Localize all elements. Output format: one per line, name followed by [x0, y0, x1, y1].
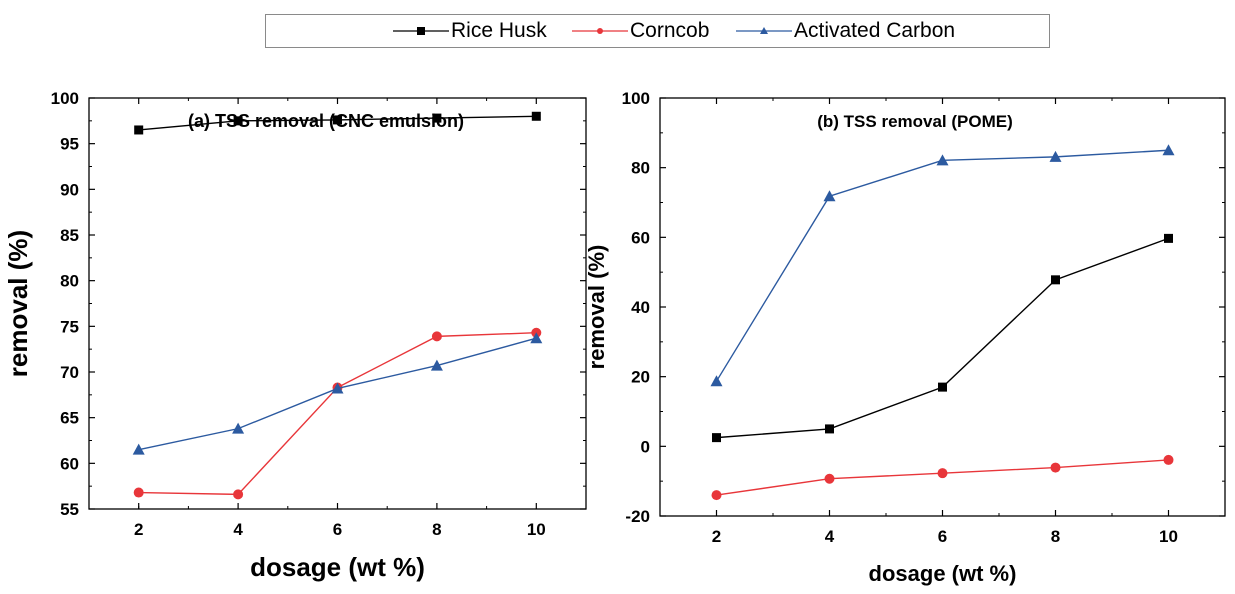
y-tick-label-a: 60	[60, 454, 79, 473]
point-rice-husk-b	[938, 382, 947, 392]
y-tick-label-b: 20	[631, 368, 650, 387]
legend: Rice Husk Corncob Activated Carbon	[265, 14, 1050, 48]
point-corncob-b	[1050, 462, 1061, 473]
point-rice-husk-b	[1051, 275, 1060, 285]
point-activated-carbon-a	[331, 382, 344, 394]
point-rice-husk-a	[531, 111, 541, 121]
y-tick-label-a: 55	[60, 500, 79, 519]
x-tick-label-a: 4	[233, 520, 243, 539]
x-tick-label-b: 8	[1051, 527, 1060, 546]
x-tick-label-a: 6	[333, 520, 342, 539]
y-tick-label-b: 60	[631, 228, 650, 247]
point-corncob-b	[824, 473, 835, 484]
x-axis-title-b: dosage (wt %)	[869, 561, 1017, 586]
y-tick-label-a: 85	[60, 226, 79, 245]
y-tick-label-a: 90	[60, 180, 79, 199]
point-corncob-a	[133, 487, 144, 498]
y-tick-label-b: 100	[622, 89, 650, 108]
y-axis-title-b: removal (%)	[584, 245, 609, 370]
y-axis-title-a: removal (%)	[3, 230, 33, 377]
legend-item-activated-carbon: Activated Carbon	[736, 15, 955, 47]
panel-title-b: (b) TSS removal (POME)	[817, 112, 1013, 131]
legend-item-rice-husk: Rice Husk	[393, 15, 547, 47]
y-tick-label-b: 0	[641, 437, 650, 456]
point-rice-husk-a	[233, 116, 243, 126]
point-corncob-a	[431, 331, 442, 342]
point-rice-husk-b	[825, 424, 834, 434]
legend-swatch-corncob	[572, 28, 628, 34]
y-tick-label-a: 75	[60, 317, 79, 336]
point-activated-carbon-a	[132, 443, 145, 455]
point-rice-husk-a	[134, 125, 144, 135]
x-tick-label-a: 8	[432, 520, 441, 539]
x-tick-label-b: 10	[1159, 527, 1178, 546]
legend-swatch-activated-carbon	[736, 27, 792, 34]
series-line-activated-carbon-b	[715, 149, 1169, 382]
legend-label-corncob: Corncob	[630, 19, 710, 42]
point-activated-carbon-a	[430, 359, 443, 371]
y-tick-label-b: -20	[625, 507, 650, 526]
y-tick-label-a: 80	[60, 272, 79, 291]
legend-label-rice-husk: Rice Husk	[451, 19, 547, 42]
y-tick-label-b: 40	[631, 298, 650, 317]
x-tick-label-a: 2	[134, 520, 143, 539]
x-axis-title-a: dosage (wt %)	[250, 552, 425, 582]
point-rice-husk-b	[712, 433, 721, 443]
x-tick-label-a: 10	[527, 520, 546, 539]
y-tick-label-a: 100	[51, 89, 79, 108]
point-rice-husk-a	[333, 115, 342, 125]
panel-title-a: (a) TSS removal (CNC emulsion)	[188, 111, 464, 131]
legend-swatch-rice-husk	[393, 27, 449, 35]
legend-label-activated-carbon: Activated Carbon	[794, 19, 956, 42]
point-activated-carbon-a	[232, 422, 245, 434]
y-tick-label-b: 80	[631, 159, 650, 178]
point-activated-carbon-a	[530, 332, 543, 344]
point-activated-carbon-b	[1162, 144, 1175, 156]
x-tick-label-b: 6	[938, 527, 947, 546]
point-activated-carbon-b	[1049, 150, 1062, 162]
point-corncob-b	[711, 490, 722, 501]
point-rice-husk-b	[1164, 233, 1173, 243]
point-corncob-b	[937, 468, 948, 479]
legend-item-corncob: Corncob	[572, 15, 709, 47]
y-tick-label-a: 70	[60, 363, 79, 382]
point-activated-carbon-b	[710, 375, 723, 387]
point-corncob-b	[1163, 454, 1174, 465]
point-activated-carbon-b	[936, 154, 949, 166]
point-corncob-a	[233, 489, 244, 500]
x-tick-label-b: 2	[712, 527, 721, 546]
x-tick-label-b: 4	[825, 527, 835, 546]
series-line-rice-husk-b	[716, 237, 1169, 439]
point-activated-carbon-b	[823, 190, 836, 202]
y-tick-label-a: 95	[60, 135, 79, 154]
y-tick-label-a: 65	[60, 409, 79, 428]
point-rice-husk-a	[432, 113, 442, 123]
